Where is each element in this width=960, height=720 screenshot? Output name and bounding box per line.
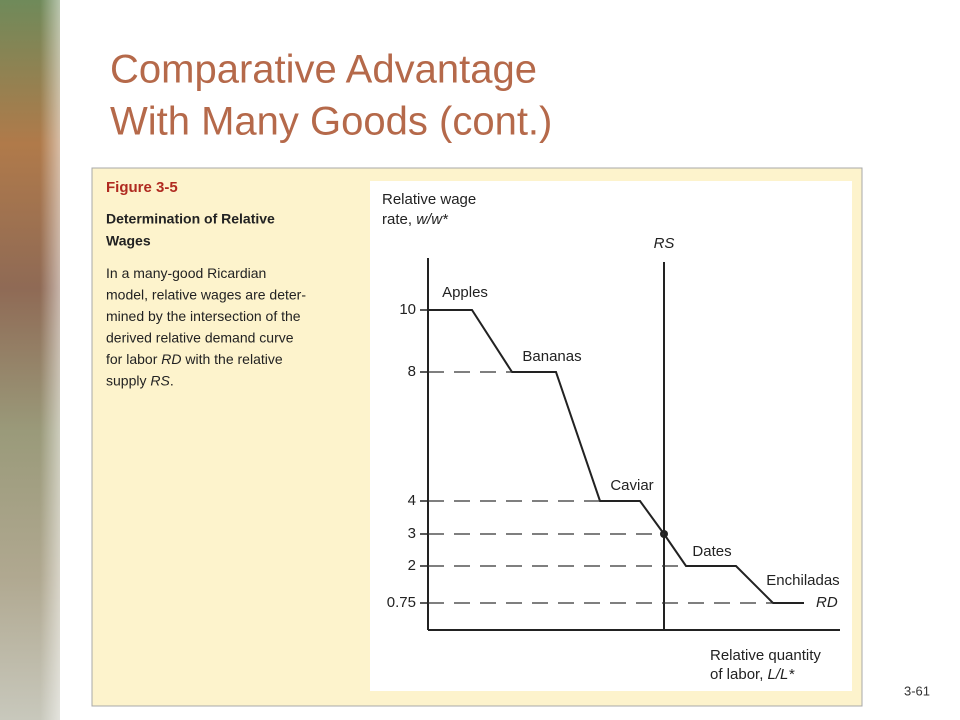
page-number: 3-61 — [904, 683, 930, 698]
x-axis-label-part: Relative quantity — [710, 647, 821, 664]
figure-body-part: model, relative wages are deter- — [106, 286, 306, 302]
diagram-panel — [370, 181, 852, 691]
wage-level-label: 8 — [408, 363, 416, 380]
figure-body-part: In a many-good Ricardian — [106, 265, 266, 281]
y-axis-label: rate, w/w* — [382, 211, 449, 228]
figure-heading: Determination of Relative — [106, 211, 275, 227]
figure-body-part: for labor — [106, 351, 161, 367]
good-label: Enchiladas — [766, 572, 839, 589]
y-axis-label-part: rate, — [382, 211, 416, 228]
figure-body: model, relative wages are deter- — [106, 286, 306, 302]
figure-body-part: RS — [150, 372, 170, 388]
figure-body-part: mined by the intersection of the — [106, 308, 301, 324]
strip-fade — [40, 0, 80, 720]
wage-level-label: 2 — [408, 557, 416, 574]
figure-body-part: supply — [106, 372, 150, 388]
x-axis-label-part: L/L* — [768, 666, 796, 683]
y-axis-label: Relative wage — [382, 191, 476, 208]
figure-heading: Wages — [106, 233, 151, 249]
figure-body: mined by the intersection of the — [106, 308, 301, 324]
figure-body: for labor RD with the relative — [106, 351, 283, 367]
slide-title: Comparative Advantage — [110, 48, 537, 92]
good-label: Bananas — [522, 348, 581, 365]
good-label: Apples — [442, 284, 488, 301]
x-axis-label: Relative quantity — [710, 647, 821, 664]
figure-body-part: . — [170, 372, 174, 388]
rd-label: RD — [816, 594, 838, 611]
wage-level-label: 3 — [408, 525, 416, 542]
figure-label: Figure 3-5 — [106, 179, 178, 196]
slide-title: With Many Goods (cont.) — [110, 100, 552, 144]
wage-level-label: 4 — [408, 492, 416, 509]
x-axis-label: of labor, L/L* — [710, 666, 795, 683]
rs-label: RS — [654, 235, 675, 252]
figure-body: derived relative demand curve — [106, 329, 294, 345]
figure-body-part: RD — [161, 351, 181, 367]
wage-level-label: 0.75 — [387, 594, 416, 611]
rd-curve — [428, 309, 804, 604]
figure-body: In a many-good Ricardian — [106, 265, 266, 281]
good-label: Dates — [692, 543, 731, 560]
wage-level-label: 10 — [399, 301, 416, 318]
y-axis-label-part: Relative wage — [382, 191, 476, 208]
x-axis-label-part: of labor, — [710, 666, 768, 683]
figure-body-part: with the relative — [181, 351, 282, 367]
good-label: Caviar — [610, 477, 653, 494]
y-axis-label-part: w/w* — [416, 211, 449, 228]
figure-body: supply RS. — [106, 372, 174, 388]
figure-body-part: derived relative demand curve — [106, 329, 294, 345]
